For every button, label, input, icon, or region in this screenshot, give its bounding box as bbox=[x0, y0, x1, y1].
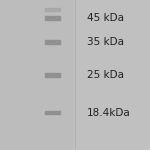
Bar bbox=[45, 73, 60, 77]
Bar bbox=[45, 111, 60, 114]
Bar bbox=[0, 0, 72, 150]
Bar bbox=[45, 16, 60, 20]
Bar bbox=[45, 40, 60, 44]
Text: 35 kDa: 35 kDa bbox=[87, 37, 124, 47]
Text: 45 kDa: 45 kDa bbox=[87, 13, 124, 23]
Bar bbox=[45, 8, 60, 11]
Text: 25 kDa: 25 kDa bbox=[87, 70, 124, 80]
Text: 18.4kDa: 18.4kDa bbox=[87, 108, 131, 117]
